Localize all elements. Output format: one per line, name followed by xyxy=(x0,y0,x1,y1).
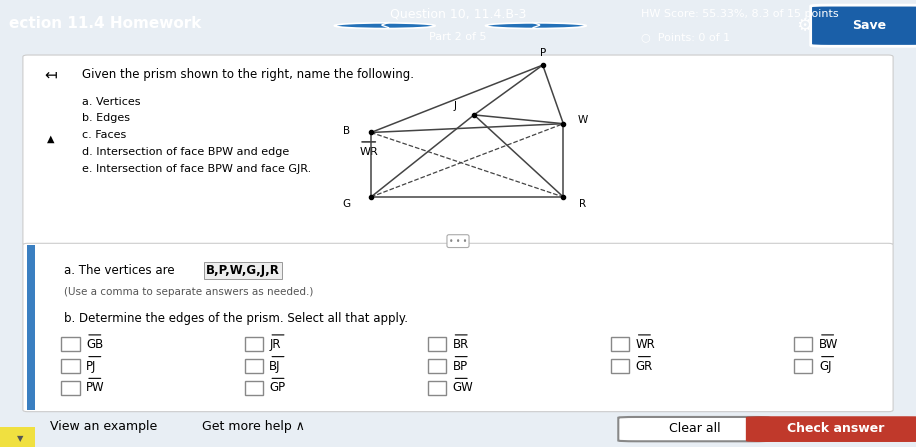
Text: BW: BW xyxy=(819,338,838,351)
Text: View an example: View an example xyxy=(50,420,158,433)
Text: PW: PW xyxy=(86,381,104,394)
Text: GB: GB xyxy=(86,338,104,351)
FancyBboxPatch shape xyxy=(245,359,263,373)
Text: b. Edges: b. Edges xyxy=(82,114,130,123)
Text: G: G xyxy=(343,199,350,209)
Text: W: W xyxy=(577,115,588,125)
Text: ⚙: ⚙ xyxy=(796,17,812,35)
Text: c. Faces: c. Faces xyxy=(82,130,126,139)
Text: GP: GP xyxy=(269,381,286,394)
Text: ▼: ▼ xyxy=(16,434,24,443)
Text: GJ: GJ xyxy=(819,359,832,372)
FancyBboxPatch shape xyxy=(794,337,812,351)
Text: Part 2 of 5: Part 2 of 5 xyxy=(430,32,486,42)
FancyBboxPatch shape xyxy=(23,55,893,245)
FancyBboxPatch shape xyxy=(61,359,80,373)
Text: R: R xyxy=(579,199,586,209)
Text: Get more help ∧: Get more help ∧ xyxy=(202,420,304,433)
FancyBboxPatch shape xyxy=(428,381,446,395)
Text: Check answer: Check answer xyxy=(787,422,884,435)
Text: e. Intersection of face BPW and face GJR.: e. Intersection of face BPW and face GJR… xyxy=(82,164,311,174)
FancyBboxPatch shape xyxy=(23,243,893,412)
FancyBboxPatch shape xyxy=(747,417,916,441)
Text: JR: JR xyxy=(269,338,281,351)
Text: B,P,W,G,J,R: B,P,W,G,J,R xyxy=(206,264,280,277)
FancyBboxPatch shape xyxy=(245,337,263,351)
Text: BR: BR xyxy=(453,338,469,351)
Text: GR: GR xyxy=(636,359,653,372)
FancyBboxPatch shape xyxy=(27,245,35,410)
Text: GW: GW xyxy=(453,381,474,394)
FancyBboxPatch shape xyxy=(0,427,35,447)
FancyBboxPatch shape xyxy=(611,337,629,351)
Text: BJ: BJ xyxy=(269,359,281,372)
Text: ○  Points: 0 of 1: ○ Points: 0 of 1 xyxy=(641,32,730,42)
Text: ection 11.4 Homework: ection 11.4 Homework xyxy=(9,16,202,31)
FancyBboxPatch shape xyxy=(611,359,629,373)
Text: ▲: ▲ xyxy=(47,133,54,143)
FancyBboxPatch shape xyxy=(794,359,812,373)
Text: B: B xyxy=(343,126,350,136)
Text: PJ: PJ xyxy=(86,359,96,372)
Text: WR: WR xyxy=(636,338,656,351)
Text: ↤: ↤ xyxy=(44,67,57,82)
Text: WR: WR xyxy=(360,147,378,157)
Text: • • •: • • • xyxy=(449,236,467,246)
Text: Clear all: Clear all xyxy=(669,422,720,435)
Text: >: > xyxy=(530,19,541,32)
Text: Given the prism shown to the right, name the following.: Given the prism shown to the right, name… xyxy=(82,68,414,81)
Text: (Use a comma to separate answers as needed.): (Use a comma to separate answers as need… xyxy=(64,287,313,297)
Text: Save: Save xyxy=(852,19,887,32)
Text: b. Determine the edges of the prism. Select all that apply.: b. Determine the edges of the prism. Sel… xyxy=(64,312,409,325)
Text: a. The vertices are: a. The vertices are xyxy=(64,264,179,277)
Circle shape xyxy=(485,23,586,29)
Text: P: P xyxy=(540,47,546,58)
FancyBboxPatch shape xyxy=(245,381,263,395)
Text: BP: BP xyxy=(453,359,468,372)
FancyBboxPatch shape xyxy=(811,5,916,46)
Circle shape xyxy=(334,23,435,29)
FancyBboxPatch shape xyxy=(61,381,80,395)
Text: J: J xyxy=(453,101,456,111)
Text: HW Score: 55.33%, 8.3 of 15 points: HW Score: 55.33%, 8.3 of 15 points xyxy=(641,9,839,19)
FancyBboxPatch shape xyxy=(61,337,80,351)
Text: <: < xyxy=(379,19,390,32)
Text: Question 10, 11.4.B-3: Question 10, 11.4.B-3 xyxy=(390,8,526,21)
FancyBboxPatch shape xyxy=(428,337,446,351)
Text: d. Intersection of face BPW and edge: d. Intersection of face BPW and edge xyxy=(82,147,293,157)
FancyBboxPatch shape xyxy=(618,417,769,441)
FancyBboxPatch shape xyxy=(428,359,446,373)
Text: a. Vertices: a. Vertices xyxy=(82,97,141,107)
